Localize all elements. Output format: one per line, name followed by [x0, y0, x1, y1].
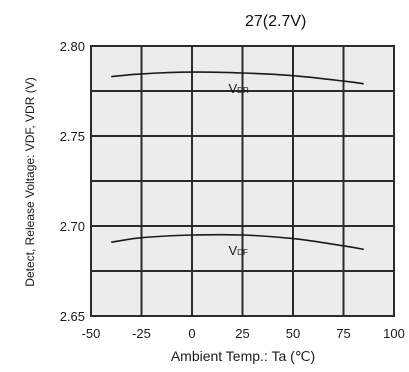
- x-tick-label: 25: [235, 326, 249, 341]
- x-tick-label: -25: [132, 326, 151, 341]
- y-tick-label: 2.65: [60, 309, 85, 324]
- chart-title: 27(2.7V): [245, 13, 306, 30]
- x-tick-label: 75: [336, 326, 350, 341]
- y-tick-label: 2.70: [60, 219, 85, 234]
- grid-lines: [91, 46, 394, 316]
- x-tick-labels: -50 -25 0 25 50 75 100: [82, 326, 405, 341]
- data-series: [111, 71, 364, 251]
- y-tick-label: 2.75: [60, 129, 85, 144]
- y-tick-label: 2.80: [60, 39, 85, 54]
- series-line-vdr: [111, 71, 364, 85]
- x-axis-label: Ambient Temp.: Ta (℃): [171, 348, 315, 364]
- x-tick-label: 100: [383, 326, 405, 341]
- x-tick-label: 0: [188, 326, 195, 341]
- x-tick-label: 50: [286, 326, 300, 341]
- y-tick-labels: 2.65 2.70 2.75 2.80: [60, 39, 85, 324]
- series-line-vdf: [111, 233, 364, 251]
- x-tick-label: -50: [82, 326, 101, 341]
- y-axis-label: Detect, Release Voltage: VDF, VDR (V): [23, 77, 37, 286]
